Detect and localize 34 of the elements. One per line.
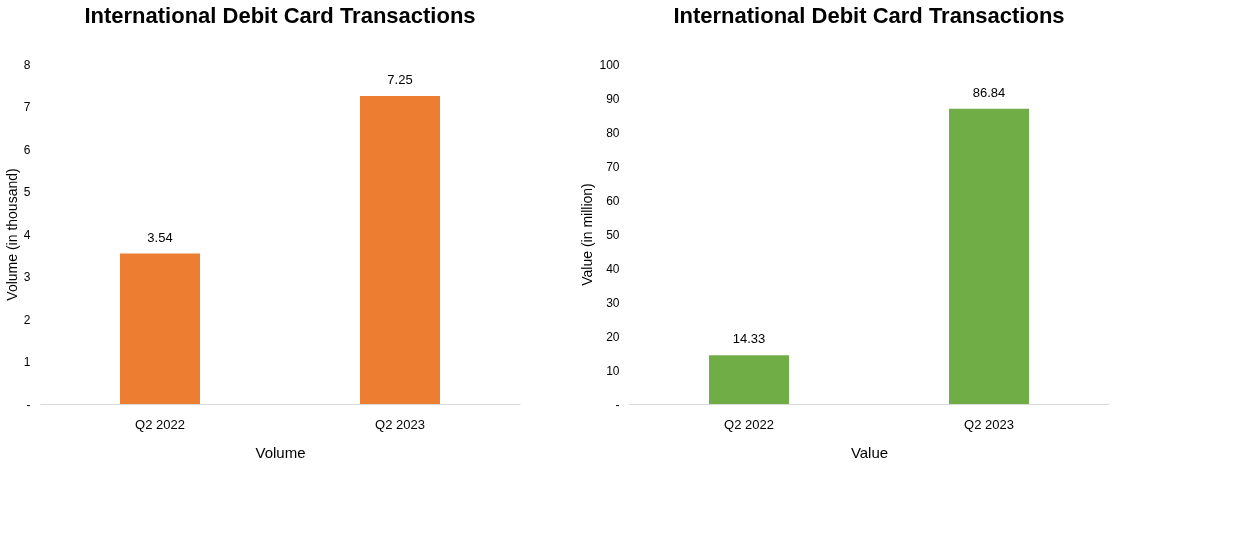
y-axis-title: Value (in million) [579, 183, 596, 286]
y-tick-label: 7 [23, 100, 31, 114]
chart-title: International Debit Card Transactions [673, 3, 1065, 28]
y-tick-label: 4 [23, 227, 31, 242]
x-tick-label: Q2 2022 [135, 416, 185, 432]
y-axis-title: Volume (in thousand) [3, 168, 20, 301]
y-tick-label: 30 [606, 295, 620, 310]
chart-title: International Debit Card Transactions [84, 3, 476, 28]
data-label: 7.25 [387, 71, 413, 87]
x-tick-label: Q2 2023 [964, 416, 1014, 432]
y-tick-label: - [26, 397, 31, 412]
y-tick-label: 50 [606, 227, 620, 242]
x-axis-title: Volume [255, 443, 306, 461]
data-label: 86.84 [972, 84, 1006, 100]
x-tick-label: Q2 2023 [375, 416, 425, 432]
y-tick-label: 70 [606, 159, 620, 174]
y-tick-label: - [615, 397, 620, 412]
data-label: 14.33 [732, 331, 766, 347]
y-tick-label: 1 [23, 355, 31, 369]
y-tick-label: 8 [23, 57, 31, 72]
y-tick-label: 60 [606, 193, 620, 208]
y-tick-label: 2 [23, 312, 31, 327]
y-tick-label: 80 [606, 125, 620, 140]
x-tick-label: Q2 2022 [724, 416, 774, 432]
x-axis-title: Value [850, 443, 889, 461]
y-tick-label: 3 [23, 270, 31, 284]
y-tick-label: 100 [599, 57, 620, 72]
y-tick-label: 20 [606, 329, 620, 344]
y-tick-label: 6 [23, 142, 31, 157]
y-tick-label: 90 [606, 91, 620, 106]
y-tick-label: 10 [606, 363, 620, 378]
data-label: 3.54 [147, 229, 173, 245]
y-tick-label: 40 [606, 261, 620, 276]
y-tick-label: 5 [23, 185, 31, 199]
